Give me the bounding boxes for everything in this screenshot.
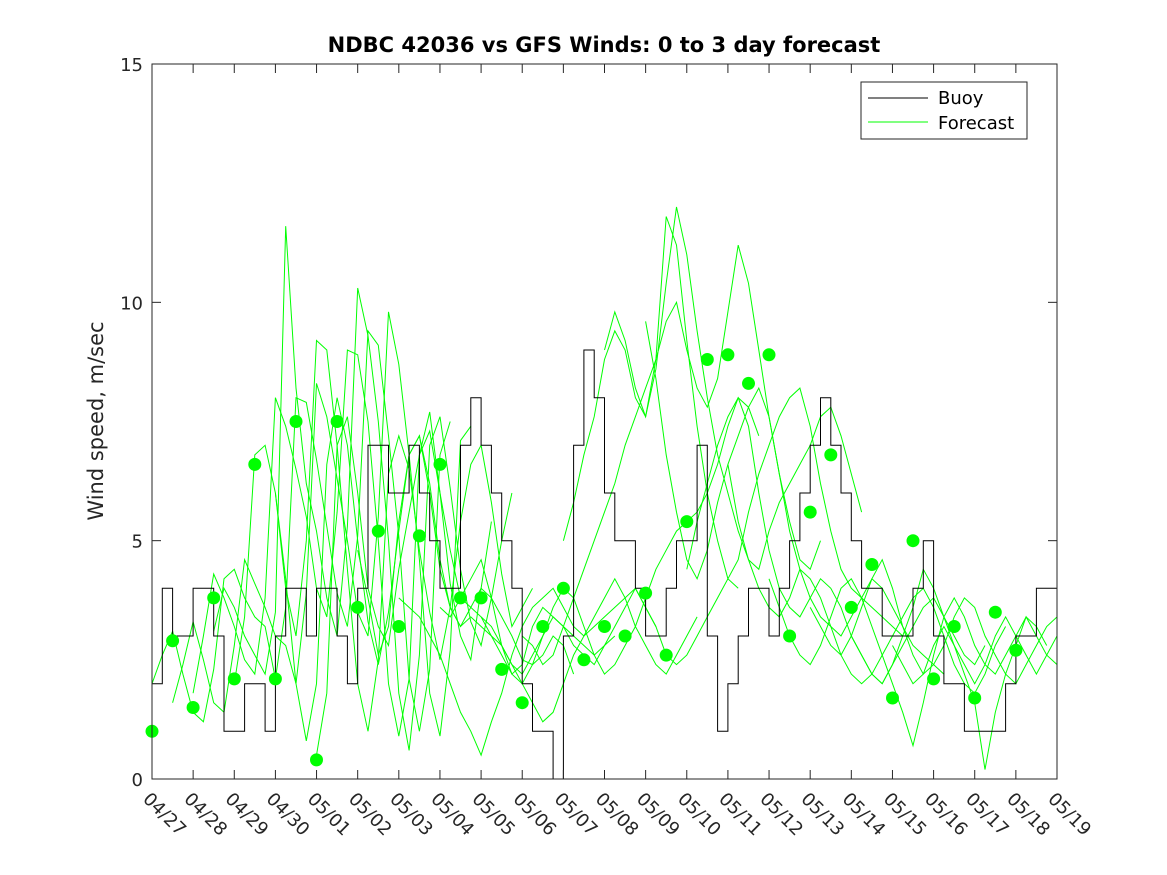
forecast-marker-35 [865, 558, 879, 571]
forecast-marker-16 [474, 591, 488, 605]
forecast-marker-15 [454, 591, 467, 605]
forecast-marker-17 [495, 662, 509, 676]
legend-buoy-label: Buoy [938, 88, 984, 109]
forecast-marker-20 [556, 581, 570, 595]
legend: Buoy Forecast [860, 81, 1028, 140]
forecast-run-8 [398, 577, 698, 757]
forecast-run-16 [727, 464, 1007, 695]
forecast-marker-27 [700, 353, 714, 366]
y-tick-label: 0 [132, 770, 143, 791]
forecast-run-4 [233, 339, 533, 732]
forecast-marker-18 [515, 696, 529, 710]
forecast-marker-3 [207, 591, 221, 605]
forecast-marker-25 [659, 648, 673, 662]
forecast-run-18 [809, 558, 1057, 685]
forecast-marker-39 [947, 620, 961, 633]
forecast-marker-28 [721, 348, 735, 362]
forecast-marker-38 [927, 672, 941, 686]
legend-box [860, 81, 1028, 140]
forecast-marker-34 [844, 600, 858, 614]
forecast-marker-9 [330, 415, 344, 428]
forecast-marker-1 [166, 634, 180, 648]
forecast-marker-5 [248, 457, 262, 471]
forecast-marker-42 [1009, 643, 1023, 657]
forecast-marker-11 [371, 524, 385, 538]
buoy-series [152, 349, 1057, 779]
forecast-marker-6 [268, 672, 282, 686]
forecast-run-6 [316, 416, 616, 756]
forecast-marker-41 [988, 605, 1002, 619]
forecast-marker-24 [639, 586, 653, 600]
forecast-marker-14 [433, 457, 447, 471]
forecast-marker-26 [680, 515, 694, 529]
forecast-marker-37 [906, 534, 920, 548]
y-tick-label: 15 [120, 55, 143, 76]
forecast-run-20 [892, 615, 1057, 685]
forecast-run-14 [645, 321, 945, 675]
forecast-marker-21 [577, 653, 591, 667]
forecast-run-12 [562, 206, 863, 571]
forecast-marker-36 [886, 691, 899, 705]
forecast-run-1 [172, 311, 472, 737]
forecast-marker-33 [824, 448, 838, 462]
forecast-marker-2 [186, 701, 200, 714]
forecast-marker-7 [289, 415, 303, 428]
forecast-run-5 [274, 397, 575, 741]
forecast-marker-10 [351, 600, 365, 614]
forecast-marker-8 [310, 753, 323, 767]
forecast-marker-31 [783, 629, 797, 643]
forecast-marker-19 [536, 620, 550, 633]
forecast-marker-4 [227, 672, 241, 686]
y-tick-label: 10 [120, 293, 143, 314]
forecast-marker-12 [392, 620, 406, 633]
y-tick-label: 5 [132, 532, 143, 553]
forecast-marker-13 [412, 529, 426, 543]
forecast-marker-30 [762, 348, 776, 362]
legend-forecast-label: Forecast [938, 113, 1014, 134]
forecast-marker-40 [968, 691, 982, 705]
chart-title: NDBC 42036 vs GFS Winds: 0 to 3 day fore… [328, 33, 881, 57]
forecast-run-3 [213, 226, 513, 751]
forecast-marker-32 [803, 505, 817, 519]
forecast-run-15 [686, 396, 986, 685]
y-axis-label: Wind speed, m/sec [84, 321, 108, 520]
buoy-line [152, 349, 1057, 779]
forecast-run-10 [480, 396, 760, 675]
forecast-run-19 [850, 567, 1057, 770]
forecast-marker-22 [598, 620, 611, 633]
forecast-marker-23 [618, 629, 632, 643]
forecast-marker-29 [742, 376, 755, 390]
